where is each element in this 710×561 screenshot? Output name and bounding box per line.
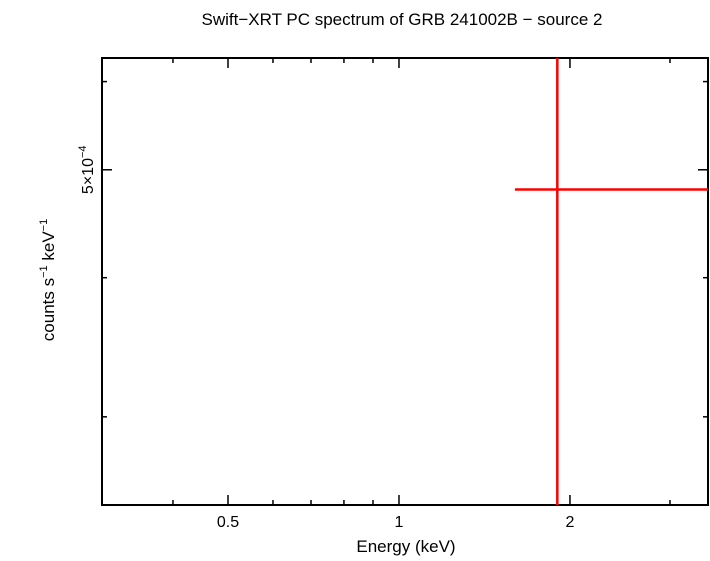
x-axis-label: Energy (keV) [356, 537, 455, 556]
x-tick-label: 0.5 [217, 514, 239, 531]
x-tick-label: 1 [395, 514, 404, 531]
y-tick-label: 5×10−4 [77, 145, 97, 194]
y-axis-label: counts s−1 keV−1 [38, 219, 58, 341]
x-tick-label: 2 [566, 514, 575, 531]
chart-title: Swift−XRT PC spectrum of GRB 241002B − s… [202, 10, 603, 29]
plot-area: 0.5 1 2 5×10−4 [77, 57, 709, 531]
plot-frame [101, 57, 709, 506]
